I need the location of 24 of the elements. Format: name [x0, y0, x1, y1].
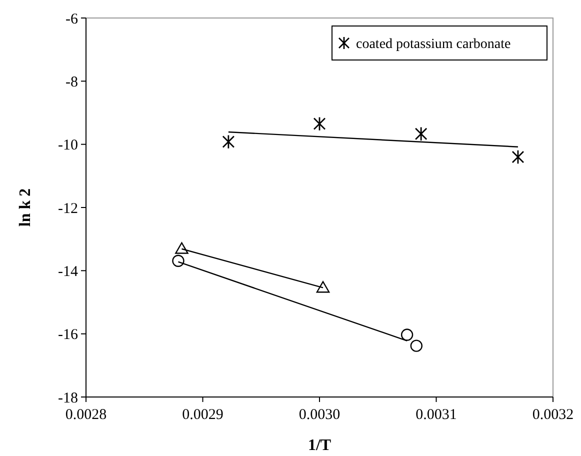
x-tick-label: 0.0031	[416, 407, 457, 423]
x-tick-label: 0.0028	[65, 407, 107, 423]
point	[222, 134, 235, 150]
point	[512, 150, 524, 164]
point	[313, 116, 326, 132]
point	[414, 126, 428, 142]
y-tick-label: -14	[58, 264, 78, 280]
x-tick-label: 0.0032	[532, 407, 574, 423]
y-tick-label: -8	[66, 74, 78, 90]
point	[316, 281, 330, 293]
legend-label: coated potassium carbonate	[356, 36, 511, 52]
point	[410, 340, 422, 352]
y-tick-label: -10	[58, 138, 78, 154]
x-tick-label: 0.0030	[298, 407, 340, 423]
point	[172, 254, 184, 267]
y-axis-title: ln k 2	[17, 188, 34, 227]
point	[175, 242, 188, 254]
y-tick-label: -12	[58, 200, 78, 217]
y-tick-label: -16	[58, 327, 78, 344]
x-tick-label: 0.0029	[182, 407, 224, 423]
point	[400, 328, 414, 341]
y-tick-label: -6	[66, 11, 78, 28]
y-tick-label: -18	[58, 390, 78, 406]
x-axis-title: 1/T	[308, 437, 332, 454]
